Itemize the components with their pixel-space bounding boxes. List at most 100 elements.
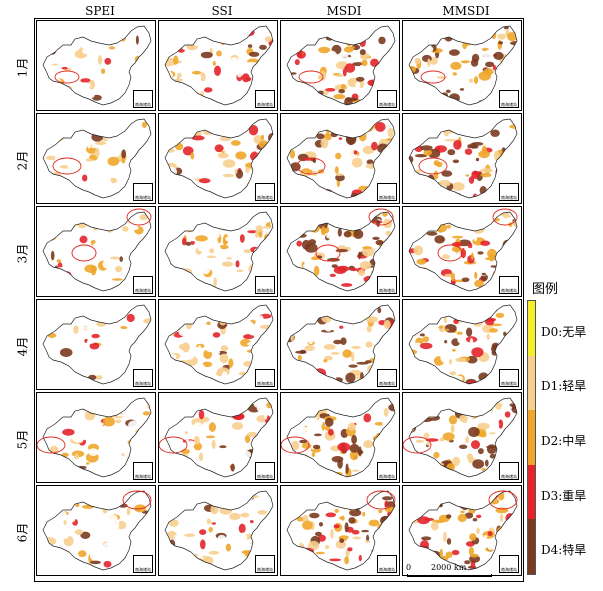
china-drought-map: [164, 211, 274, 292]
south-china-sea-inset: 南海诸岛: [499, 183, 519, 201]
legend-swatch-d4: [528, 519, 535, 574]
highlight-ellipse: [52, 157, 82, 175]
map-panel: 南海诸岛: [402, 485, 522, 576]
inset-label: 南海诸岛: [379, 567, 395, 572]
highlight-ellipse: [159, 436, 188, 454]
inset-label: 南海诸岛: [379, 381, 395, 386]
south-china-sea-inset: 南海诸岛: [499, 462, 519, 480]
column-header-ssi: SSI: [211, 4, 233, 18]
china-drought-map: [408, 118, 518, 199]
south-china-sea-inset: 南海诸岛: [377, 183, 397, 201]
legend-swatch-d2: [528, 410, 535, 465]
south-china-sea-inset: 南海诸岛: [133, 369, 153, 387]
china-drought-map: [37, 397, 152, 478]
south-china-sea-inset: 南海诸岛: [377, 462, 397, 480]
map-panel: 南海诸岛: [402, 113, 522, 204]
inset-label: 南海诸岛: [257, 195, 273, 200]
south-china-sea-inset: 南海诸岛: [377, 90, 397, 108]
map-panel: 南海诸岛: [158, 113, 278, 204]
china-drought-map: [42, 25, 152, 106]
inset-label: 南海诸岛: [501, 288, 517, 293]
inset-label: 南海诸岛: [257, 102, 273, 107]
highlight-ellipse: [418, 157, 448, 175]
legend-label-d0: D0:无旱: [541, 325, 587, 339]
inset-label: 南海诸岛: [501, 567, 517, 572]
highlight-ellipse: [437, 244, 463, 262]
china-drought-map: [286, 208, 396, 292]
highlight-ellipse: [122, 490, 152, 510]
map-panel: 南海诸岛: [36, 485, 156, 576]
south-china-sea-inset: 南海诸岛: [133, 555, 153, 573]
south-china-sea-inset: 南海诸岛: [377, 555, 397, 573]
china-drought-map: [286, 25, 396, 106]
highlight-ellipse: [492, 208, 518, 226]
china-drought-map: [164, 118, 274, 199]
row-label-month-1: 1月: [15, 57, 30, 77]
legend-color-bar: [527, 300, 536, 575]
row-label-month-3: 3月: [15, 243, 30, 263]
south-china-sea-inset: 南海诸岛: [377, 369, 397, 387]
inset-label: 南海诸岛: [379, 102, 395, 107]
legend-title: 图例: [532, 282, 559, 297]
china-drought-map: [42, 490, 152, 571]
map-panel: 南海诸岛: [280, 392, 400, 483]
highlight-ellipse: [54, 70, 80, 84]
row-label-month-6: 6月: [15, 522, 30, 542]
row-label-month-5: 5月: [15, 429, 30, 449]
scale-bar-zero: 0: [406, 563, 412, 572]
highlight-ellipse: [298, 70, 324, 84]
inset-label: 南海诸岛: [501, 195, 517, 200]
map-panel: 南海诸岛: [280, 20, 400, 111]
highlight-ellipse: [488, 490, 518, 510]
map-panel: 南海诸岛: [36, 206, 156, 297]
south-china-sea-inset: 南海诸岛: [133, 462, 153, 480]
inset-label: 南海诸岛: [501, 102, 517, 107]
map-grid-frame: [34, 18, 524, 582]
map-panel: 南海诸岛: [402, 20, 522, 111]
china-drought-map: [408, 490, 518, 571]
row-label-month-4: 4月: [15, 336, 30, 356]
map-panel: 南海诸岛: [280, 206, 400, 297]
inset-label: 南海诸岛: [501, 381, 517, 386]
row-label-month-2: 2月: [15, 150, 30, 170]
south-china-sea-inset: 南海诸岛: [255, 90, 275, 108]
inset-label: 南海诸岛: [257, 474, 273, 479]
map-panel: 南海诸岛: [158, 299, 278, 390]
china-drought-map: [164, 490, 274, 571]
inset-label: 南海诸岛: [135, 102, 151, 107]
china-drought-map: [164, 25, 274, 106]
scale-bar-distance: 2000 km: [431, 563, 467, 572]
highlight-ellipse: [420, 70, 446, 84]
scale-bar: 0 2000 km: [406, 563, 492, 577]
south-china-sea-inset: 南海诸岛: [255, 276, 275, 294]
south-china-sea-inset: 南海诸岛: [499, 90, 519, 108]
map-panel: 南海诸岛: [36, 299, 156, 390]
map-panel: 南海诸岛: [280, 299, 400, 390]
highlight-ellipse: [37, 436, 66, 454]
legend-swatch-d3: [528, 464, 535, 520]
map-panel: 南海诸岛: [280, 113, 400, 204]
south-china-sea-inset: 南海诸岛: [133, 183, 153, 201]
south-china-sea-inset: 南海诸岛: [377, 276, 397, 294]
highlight-ellipse: [296, 157, 326, 175]
column-header-mmsdi: MMSDI: [442, 4, 490, 18]
column-header-msdi: MSDI: [326, 4, 362, 18]
inset-label: 南海诸岛: [135, 288, 151, 293]
legend-label-d4: D4:特旱: [541, 543, 587, 557]
column-header-spei: SPEI: [85, 4, 115, 18]
south-china-sea-inset: 南海诸岛: [133, 90, 153, 108]
map-panel: 南海诸岛: [402, 299, 522, 390]
map-panel: 南海诸岛: [36, 392, 156, 483]
inset-label: 南海诸岛: [257, 567, 273, 572]
south-china-sea-inset: 南海诸岛: [499, 276, 519, 294]
china-drought-map: [286, 490, 396, 571]
south-china-sea-inset: 南海诸岛: [255, 462, 275, 480]
china-drought-map: [403, 397, 518, 478]
inset-label: 南海诸岛: [379, 474, 395, 479]
highlight-ellipse: [368, 208, 394, 226]
legend-label-d3: D3:重旱: [541, 489, 587, 503]
inset-label: 南海诸岛: [135, 195, 151, 200]
inset-label: 南海诸岛: [379, 195, 395, 200]
map-panel: 南海诸岛: [402, 392, 522, 483]
inset-label: 南海诸岛: [379, 288, 395, 293]
